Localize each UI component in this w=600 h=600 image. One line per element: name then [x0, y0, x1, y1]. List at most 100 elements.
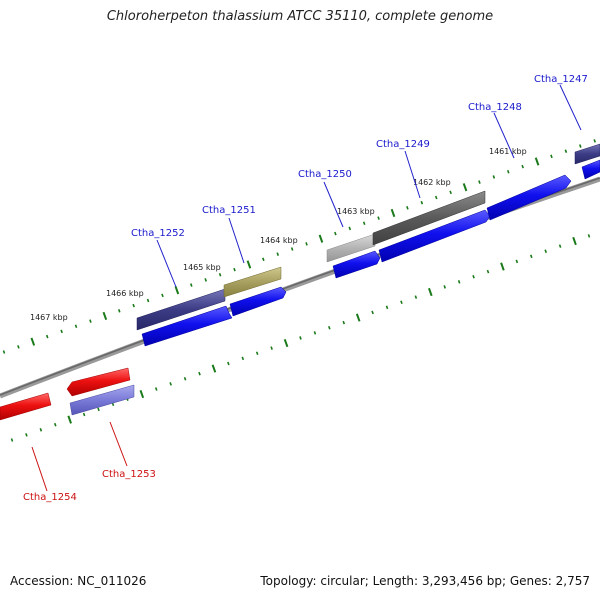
- forward-cds-arrow[interactable]: [141, 305, 233, 347]
- major-tick: [102, 311, 108, 321]
- gene-bar-ctha-1250[interactable]: [326, 233, 376, 263]
- forward-leader-lines: [156, 84, 582, 288]
- minor-tick: [550, 154, 553, 159]
- reverse-cds-arrow[interactable]: [0, 392, 52, 421]
- minor-tick: [241, 356, 245, 361]
- reverse-leader-lines: [31, 421, 128, 492]
- minor-tick: [204, 278, 207, 282]
- minor-tick: [290, 247, 294, 251]
- minor-tick: [53, 422, 57, 427]
- major-tick: [462, 183, 468, 192]
- minor-tick: [593, 139, 597, 143]
- minor-tick: [334, 231, 337, 236]
- minor-tick: [39, 428, 43, 432]
- gene-bar-ctha-1252[interactable]: [136, 288, 226, 331]
- minor-tick: [313, 331, 317, 335]
- major-tick: [246, 260, 252, 269]
- major-tick: [355, 313, 361, 322]
- minor-tick: [478, 180, 481, 184]
- major-tick: [67, 415, 72, 424]
- kbp-label: 1462 kbp: [413, 178, 451, 187]
- gene-label-ctha-1253[interactable]: Ctha_1253: [102, 469, 156, 480]
- gene-label-ctha-1254[interactable]: Ctha_1254: [23, 492, 77, 503]
- minor-tick: [420, 200, 424, 205]
- minor-tick: [74, 324, 78, 329]
- minor-tick: [227, 361, 230, 366]
- major-tick: [390, 208, 396, 218]
- minor-tick: [183, 376, 187, 381]
- minor-tick: [400, 300, 403, 305]
- accession-text: Accession: NC_011026: [10, 574, 147, 588]
- gene-label-ctha-1252[interactable]: Ctha_1252: [131, 228, 185, 239]
- map-title: Chloroherpeton thalassium ATCC 35110, co…: [106, 9, 494, 24]
- genome-summary-text: Topology: circular; Length: 3,293,456 bp…: [260, 574, 590, 588]
- gene-label-ctha-1248[interactable]: Ctha_1248: [468, 102, 522, 113]
- minor-tick: [457, 280, 461, 284]
- minor-tick: [521, 164, 524, 169]
- minor-tick: [60, 329, 63, 334]
- major-tick: [572, 236, 577, 246]
- minor-tick: [544, 249, 547, 253]
- minor-tick: [529, 254, 533, 259]
- gene-bar-ctha-1253[interactable]: [69, 384, 135, 416]
- minor-tick: [449, 190, 452, 195]
- gene-bar-ctha-1247[interactable]: [574, 143, 600, 165]
- minor-tick: [198, 371, 201, 376]
- gene-label-ctha-1249[interactable]: Ctha_1249: [376, 139, 430, 150]
- gene-bar-ctha-1249[interactable]: [372, 190, 486, 246]
- minor-tick: [414, 295, 418, 299]
- minor-tick: [305, 242, 308, 246]
- gene-label-ctha-1247[interactable]: Ctha_1247: [534, 74, 588, 85]
- minor-tick: [190, 283, 193, 287]
- forward-cds-arrow[interactable]: [486, 174, 572, 221]
- minor-tick: [82, 412, 86, 417]
- minor-tick: [25, 433, 28, 437]
- minor-tick: [486, 269, 490, 274]
- minor-tick: [371, 310, 374, 315]
- forward-cds-arrow[interactable]: [378, 209, 491, 263]
- scale-ticks-lower: [10, 234, 591, 442]
- minor-tick: [233, 267, 236, 272]
- kbp-label: 1465 kbp: [183, 263, 221, 272]
- major-tick: [318, 234, 324, 243]
- minor-tick: [579, 144, 582, 148]
- minor-tick: [262, 257, 265, 262]
- major-tick: [139, 389, 145, 399]
- minor-tick: [218, 272, 222, 277]
- major-tick: [534, 157, 540, 166]
- kbp-label: 1463 kbp: [337, 207, 375, 216]
- minor-tick: [161, 293, 164, 298]
- minor-tick: [515, 259, 519, 264]
- forward-cds-arrow[interactable]: [581, 159, 600, 180]
- minor-tick: [154, 387, 158, 391]
- forward-cds-arrow[interactable]: [332, 250, 381, 279]
- minor-tick: [276, 252, 280, 256]
- minor-tick: [17, 345, 20, 349]
- minor-tick: [328, 325, 331, 330]
- minor-tick: [10, 438, 14, 442]
- minor-tick: [506, 170, 510, 174]
- minor-tick: [255, 351, 259, 356]
- gene-label-ctha-1250[interactable]: Ctha_1250: [298, 169, 352, 180]
- gene-label-ctha-1251[interactable]: Ctha_1251: [202, 205, 256, 216]
- minor-tick: [385, 305, 389, 310]
- minor-tick: [348, 226, 352, 231]
- minor-tick: [558, 244, 562, 248]
- kbp-label: 1466 kbp: [106, 289, 144, 298]
- major-tick: [30, 337, 36, 346]
- minor-tick: [443, 285, 447, 289]
- minor-tick: [342, 320, 346, 325]
- kbp-label: 1464 kbp: [260, 236, 298, 245]
- gene-bar-ctha-1251[interactable]: [223, 266, 282, 298]
- minor-tick: [362, 221, 366, 226]
- major-tick: [211, 364, 217, 373]
- reverse-cds-arrow[interactable]: [66, 367, 131, 397]
- kbp-label: 1461 kbp: [489, 147, 527, 156]
- minor-tick: [406, 206, 409, 210]
- kbp-label: 1467 kbp: [30, 313, 68, 322]
- minor-tick: [2, 350, 6, 354]
- minor-tick: [299, 336, 302, 340]
- minor-tick: [564, 149, 568, 153]
- forward-cds-arrow[interactable]: [229, 286, 287, 317]
